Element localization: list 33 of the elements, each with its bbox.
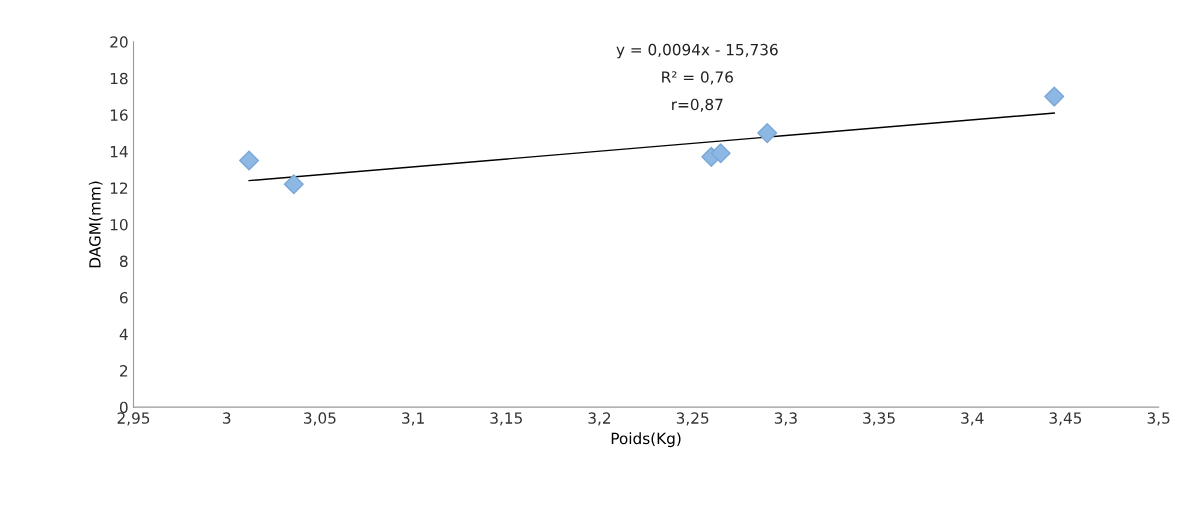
x-tick-label: 2,95 <box>117 412 150 426</box>
x-tick-label: 3,35 <box>863 412 895 426</box>
y-tick-label: 4 <box>119 328 128 340</box>
x-tick-label: 3,5 <box>1147 412 1170 426</box>
point <box>710 143 731 164</box>
x-tick-label: 3,25 <box>676 412 709 426</box>
annotation: y = 0,0094x - 15,736 <box>616 43 778 59</box>
y-tick-label: 14 <box>110 146 128 158</box>
x-tick-label: 3,2 <box>588 412 611 426</box>
y-tick-label: 6 <box>119 292 128 304</box>
point <box>757 123 778 144</box>
point <box>283 174 304 195</box>
y-tick-label: 12 <box>110 182 128 194</box>
y-tick-label: 2 <box>120 365 128 377</box>
x-axis-title: Poids(Kg) <box>611 432 681 448</box>
y-tick-label: 10 <box>110 218 128 231</box>
point <box>1044 86 1065 107</box>
x-tick-label: 3,4 <box>961 412 984 426</box>
point <box>239 150 260 171</box>
y-tick-label: 18 <box>110 72 128 85</box>
annotation: r=0,87 <box>672 98 723 112</box>
y-axis-title: DAGM(mm) <box>88 181 103 268</box>
y-tick-label: 16 <box>110 109 128 121</box>
annotation: R² = 0,76 <box>662 71 733 85</box>
x-tick-label: 3,3 <box>774 412 797 426</box>
x-tick-label: 3,15 <box>490 412 522 426</box>
y-tick-label: 20 <box>110 36 128 48</box>
y-tick-label: 8 <box>119 255 128 268</box>
x-tick-label: 3,05 <box>304 412 336 426</box>
x-tick-label: 3,45 <box>1049 412 1082 426</box>
x-tick-label: 3,1 <box>402 412 424 426</box>
x-tick-label: 3 <box>223 412 231 424</box>
y-tick-label: 0 <box>119 401 128 414</box>
